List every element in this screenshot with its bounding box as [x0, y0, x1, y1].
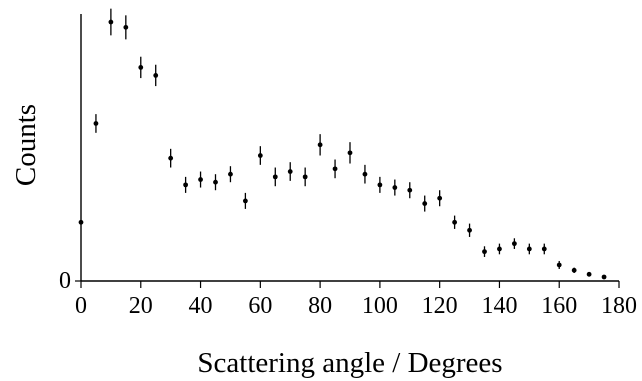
x-tick-label: 120	[422, 293, 458, 319]
x-axis-label: Scattering angle / Degrees	[197, 347, 502, 379]
data-point	[138, 65, 144, 70]
data-point	[362, 171, 368, 177]
data-point	[257, 153, 263, 158]
data-point	[422, 201, 428, 206]
data-point	[511, 241, 517, 247]
data-point	[347, 150, 353, 156]
data-point	[526, 246, 532, 252]
axes	[80, 14, 619, 282]
y-tick-label: 0	[59, 268, 71, 294]
data-point	[272, 174, 278, 180]
x-tick-label: 60	[248, 293, 272, 319]
data-point	[601, 274, 607, 280]
data-point	[317, 142, 323, 148]
data-point	[78, 219, 84, 225]
data-point	[198, 177, 203, 182]
data-point	[497, 246, 502, 252]
data-point	[392, 185, 398, 190]
data-point	[123, 24, 129, 30]
data-point	[452, 219, 458, 225]
data-point	[407, 187, 413, 193]
data-point	[332, 166, 338, 172]
data-point	[108, 19, 114, 25]
data-point	[571, 267, 577, 273]
data-point	[153, 73, 159, 78]
data-point	[556, 262, 562, 268]
data-point	[213, 179, 218, 185]
data-point	[228, 171, 233, 177]
data-point	[467, 227, 472, 233]
data-point	[183, 182, 189, 188]
x-tick-label: 0	[75, 293, 87, 319]
data-point	[541, 246, 547, 252]
x-ticks: 0 20 40 60 80 100 120 140 160 180	[75, 281, 637, 319]
x-tick-label: 160	[541, 293, 577, 319]
x-tick-label: 80	[308, 293, 332, 319]
x-tick-label: 180	[601, 293, 637, 319]
data-point	[242, 198, 248, 204]
x-tick-label: 100	[362, 293, 398, 319]
data-point	[586, 271, 592, 277]
data-point	[168, 155, 174, 161]
data-point	[93, 121, 99, 126]
x-tick-label: 140	[481, 293, 517, 319]
data-point	[287, 169, 293, 174]
data-points	[78, 8, 607, 280]
y-ticks: 0	[59, 268, 81, 294]
x-tick-label: 20	[129, 293, 153, 319]
data-point	[437, 195, 443, 201]
y-axis-label: Counts	[10, 104, 42, 186]
data-point	[377, 182, 383, 188]
data-point	[302, 174, 308, 180]
data-point	[482, 249, 487, 255]
x-tick-label: 40	[189, 293, 213, 319]
